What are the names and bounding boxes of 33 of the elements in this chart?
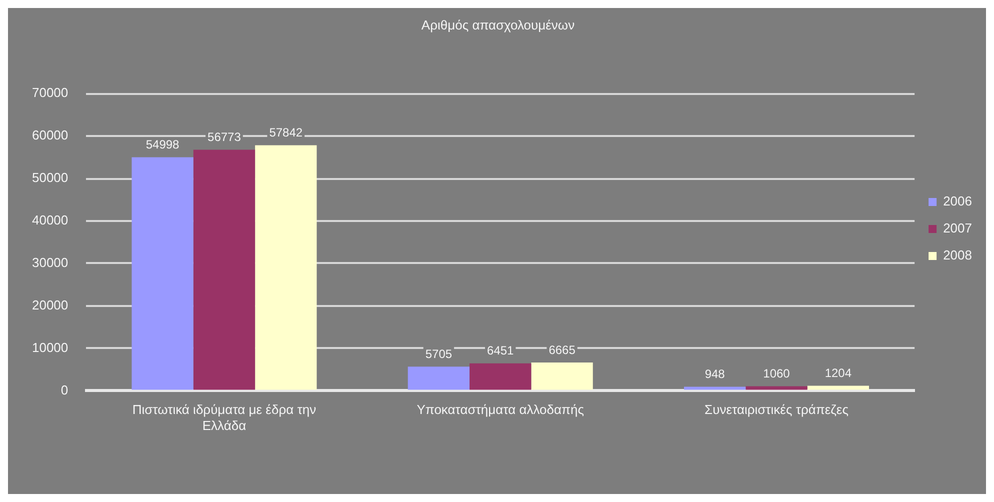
- data-label: 6451: [487, 344, 514, 358]
- legend-label: 2007: [943, 220, 972, 236]
- data-label: 57842: [269, 126, 303, 140]
- bar: [684, 386, 746, 390]
- bar: [531, 362, 593, 390]
- x-tick-label: Υποκαταστήματα αλλοδαπής: [416, 402, 584, 418]
- x-tick-label: Πιστωτικά ιδρύματα με έδρα την Ελλάδα: [132, 402, 316, 433]
- y-tick-label: 70000: [32, 85, 68, 100]
- data-label: 6665: [548, 342, 576, 357]
- bar: [132, 157, 194, 390]
- legend-label: 2008: [943, 248, 972, 263]
- bar: [255, 145, 317, 390]
- y-tick-label: 60000: [32, 128, 68, 143]
- bar: [193, 150, 256, 390]
- legend-label: 2006: [943, 194, 972, 209]
- y-tick-label: 50000: [32, 170, 68, 186]
- data-label: 54998: [146, 138, 180, 152]
- x-tick-label: Συνεταιριστικές τράπεζες: [704, 402, 848, 418]
- data-label: 1060: [763, 366, 790, 381]
- chart-title: Αριθμός απασχολουμένων: [421, 17, 575, 32]
- bar: [408, 366, 470, 390]
- y-tick-label: 40000: [32, 212, 68, 228]
- bar: [746, 386, 808, 390]
- data-label: 5705: [425, 346, 452, 361]
- y-tick-label: 10000: [32, 340, 68, 355]
- bar: [470, 363, 532, 390]
- data-label: 1204: [824, 366, 852, 380]
- y-tick-label: 0: [60, 382, 68, 398]
- data-label: 948: [704, 367, 726, 382]
- bar: [807, 386, 870, 390]
- data-label: 56773: [208, 130, 242, 144]
- y-tick-label: 30000: [32, 255, 68, 270]
- y-tick-label: 20000: [32, 297, 68, 312]
